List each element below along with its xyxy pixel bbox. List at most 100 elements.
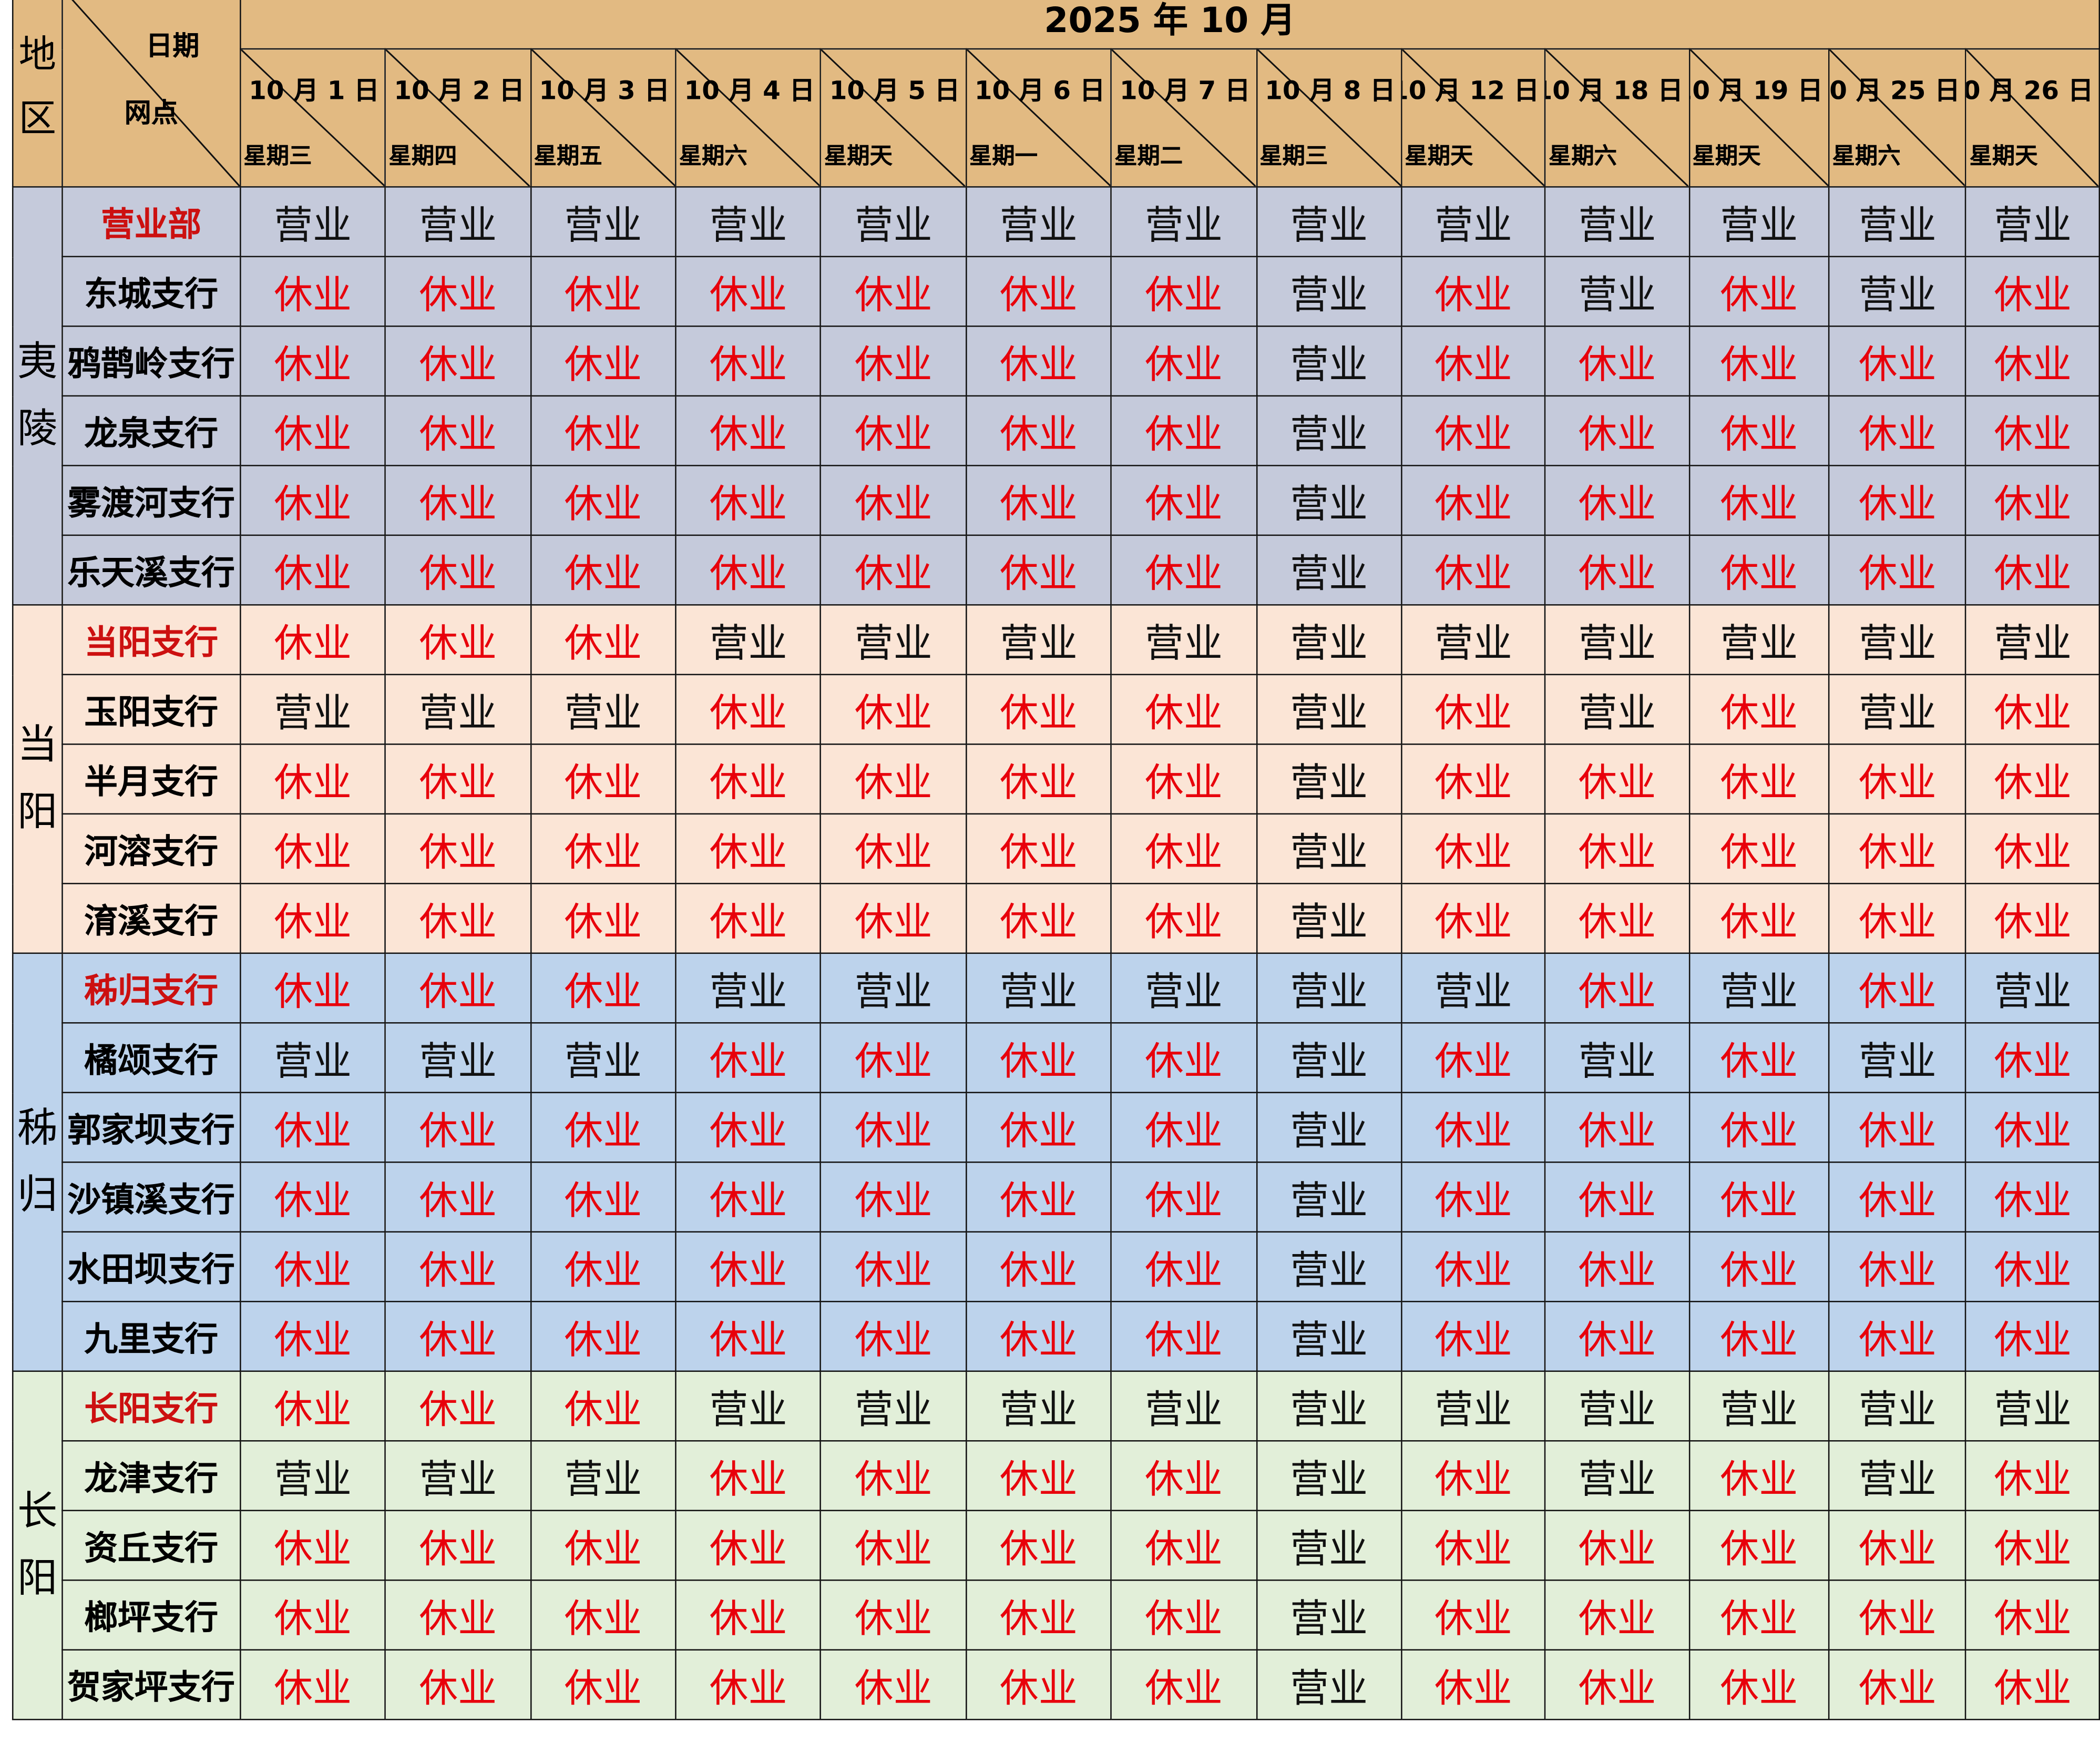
branch-name: 雾渡河支行: [62, 465, 241, 536]
status-cell: 休业: [1688, 1162, 1830, 1233]
status-cell: 营业: [1255, 1301, 1402, 1372]
status-cell: 休业: [820, 465, 967, 536]
status-cell: 休业: [1688, 465, 1830, 536]
status-cell: 休业: [1110, 465, 1257, 536]
corner-site-label: 网点: [124, 96, 178, 128]
status-cell: 休业: [1828, 1092, 1967, 1163]
status-cell: 休业: [675, 395, 822, 466]
status-cell: 休业: [1400, 256, 1546, 327]
status-cell: 营业: [820, 1370, 967, 1442]
branch-name: 乐天溪支行: [62, 534, 241, 606]
status-cell: 休业: [384, 883, 531, 954]
status-cell: 营业: [1255, 743, 1402, 815]
date-header-row: 10 月 1 日星期三 10 月 2 日星期四 10 月 3 日星期五 10 月 4 …: [13, 48, 2100, 188]
diagonal-line: [1546, 49, 1688, 186]
branch-name: 龙泉支行: [62, 395, 241, 466]
status-cell: 休业: [675, 1649, 822, 1720]
status-cell: 营业: [239, 1022, 386, 1094]
status-cell: 营业: [1255, 674, 1402, 745]
status-cell: 休业: [1110, 1231, 1257, 1302]
diagonal-line: [1689, 49, 1828, 186]
status-cell: 休业: [820, 534, 967, 606]
date-header-cell: 10 月 5 日星期天: [820, 48, 967, 188]
status-cell: 休业: [1688, 1301, 1830, 1372]
status-cell: 休业: [1400, 1022, 1546, 1094]
status-cell: 营业: [965, 952, 1112, 1024]
status-cell: 休业: [1110, 1162, 1257, 1233]
status-cell: 营业: [1255, 465, 1402, 536]
status-cell: 营业: [1400, 186, 1546, 258]
status-cell: 营业: [1255, 186, 1402, 258]
status-cell: 休业: [1965, 1022, 2100, 1094]
status-cell: 休业: [1544, 534, 1690, 606]
branch-name: 营业部: [62, 186, 241, 258]
diagonal-line: [822, 49, 966, 186]
weekday-label: 星期一: [969, 143, 1038, 170]
status-cell: 休业: [239, 952, 386, 1024]
weekday-label: 星期天: [824, 143, 893, 170]
table-row: 郭家坝支行 休业 休业 休业 休业 休业 休业 休业 营业 休业 休业 休业 休业 休业: [13, 1092, 2100, 1163]
date-header-cell: 10 月 2 日星期四: [384, 48, 531, 188]
status-cell: 休业: [530, 395, 677, 466]
status-cell: 休业: [384, 1510, 531, 1581]
branch-name: 橘颂支行: [62, 1022, 241, 1094]
diagonal-line: [531, 49, 675, 186]
status-cell: 营业: [1110, 604, 1257, 676]
status-cell: 休业: [1110, 1022, 1257, 1094]
table-row: 鸦鹊岭支行 休业 休业 休业 休业 休业 休业 休业 营业 休业 休业 休业 休业 休业: [13, 325, 2100, 397]
date-label: 10 月 19 日: [1689, 76, 1823, 106]
status-cell: 休业: [675, 325, 822, 397]
status-cell: 休业: [239, 465, 386, 536]
status-cell: 休业: [1544, 883, 1690, 954]
date-header-cell: 10 月 12 日星期天: [1400, 48, 1546, 188]
status-cell: 休业: [675, 1440, 822, 1512]
status-cell: 休业: [965, 1579, 1112, 1651]
status-cell: 休业: [1688, 883, 1830, 954]
status-cell: 休业: [820, 1440, 967, 1512]
table-row: 淯溪支行 休业 休业 休业 休业 休业 休业 休业 营业 休业 休业 休业 休业 休业: [13, 883, 2100, 954]
status-cell: 营业: [1544, 604, 1690, 676]
status-cell: 休业: [1544, 1510, 1690, 1581]
status-cell: 休业: [1688, 1092, 1830, 1163]
status-cell: 营业: [1828, 604, 1967, 676]
status-cell: 休业: [239, 1301, 386, 1372]
status-cell: 休业: [820, 256, 967, 327]
date-header-cell: 10 月 6 日星期一: [965, 48, 1112, 188]
status-cell: 休业: [965, 256, 1112, 327]
status-cell: 营业: [384, 674, 531, 745]
weekday-label: 星期四: [388, 143, 457, 170]
status-cell: 营业: [675, 952, 822, 1024]
status-cell: 休业: [1400, 883, 1546, 954]
status-cell: 休业: [1544, 1231, 1690, 1302]
branch-name: 资丘支行: [62, 1510, 241, 1581]
status-cell: 休业: [384, 813, 531, 884]
status-cell: 休业: [965, 813, 1112, 884]
status-cell: 营业: [1255, 1092, 1402, 1163]
status-cell: 营业: [1255, 1162, 1402, 1233]
status-cell: 休业: [1400, 1092, 1546, 1163]
status-cell: 休业: [820, 1231, 967, 1302]
status-cell: 休业: [1400, 1649, 1546, 1720]
date-header-cell: 10 月 3 日星期五: [530, 48, 677, 188]
region-name: 秭归: [17, 1104, 58, 1219]
status-cell: 休业: [239, 883, 386, 954]
status-cell: 休业: [1400, 1579, 1546, 1651]
status-cell: 营业: [1828, 1022, 1967, 1094]
status-cell: 营业: [965, 1370, 1112, 1442]
table-body: 夷陵 营业部 营业 营业 营业 营业 营业 营业 营业 营业 营业 营业 营业 营业 营业 东城支行 休业 休业休…: [12, 186, 2100, 1720]
diagonal-line: [241, 49, 385, 186]
status-cell: 休业: [239, 743, 386, 815]
status-cell: 休业: [384, 1092, 531, 1163]
status-cell: 营业: [675, 604, 822, 676]
status-cell: 休业: [1828, 1231, 1967, 1302]
table-row: 玉阳支行 营业 营业 营业 休业 休业 休业 休业 营业 休业 营业 休业 营业 休业: [13, 674, 2100, 745]
date-header-cell: 10 月 8 日星期三: [1255, 48, 1402, 188]
status-cell: 休业: [1688, 534, 1830, 606]
region-name: 当阳: [17, 721, 58, 836]
status-cell: 休业: [1688, 743, 1830, 815]
status-cell: 营业: [1110, 186, 1257, 258]
status-cell: 休业: [1828, 1162, 1967, 1233]
weekday-label: 星期三: [243, 143, 312, 170]
status-cell: 休业: [1828, 883, 1967, 954]
status-cell: 休业: [384, 952, 531, 1024]
